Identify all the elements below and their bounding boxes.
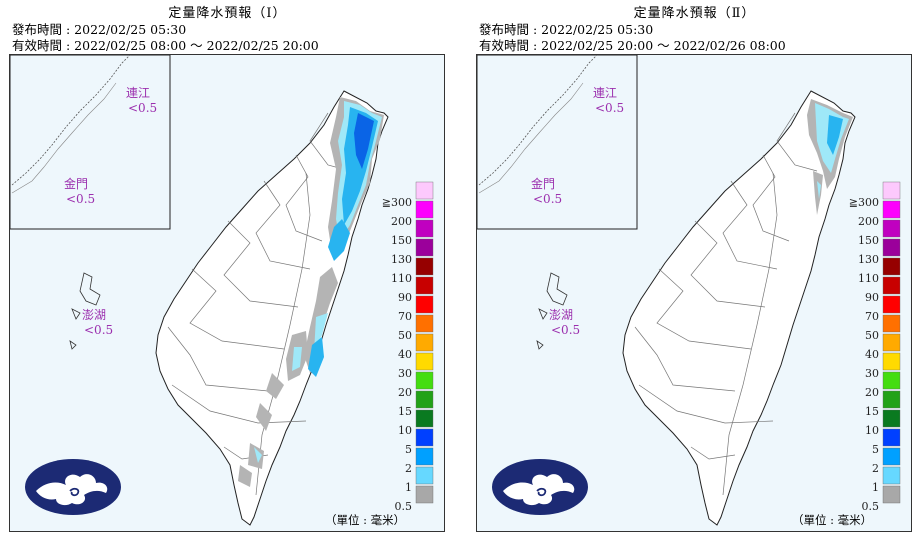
forecast-panel-1: 定量降水預報（Ⅰ） 發布時間 : 2022/02/25 05:30 有效時間 :… — [0, 0, 455, 541]
taiwan-island — [155, 90, 389, 526]
rain-map: 連江 <0.5 金門 <0.5 澎湖 <0.5 — [9, 54, 445, 532]
lienchiang-name: 連江 — [126, 86, 150, 100]
legend-label: 30 — [398, 367, 412, 380]
legend-label: ≧300 — [382, 196, 412, 209]
unit-label: （單位 : 毫米） — [792, 513, 873, 527]
legend-label: 110 — [391, 272, 412, 285]
rain-legend: ≧300 200 150 130 110 90 70 50 40 30 20 1… — [382, 181, 434, 513]
cwb-cloud-logo-icon — [25, 459, 121, 515]
rain-area — [807, 99, 853, 215]
legend-label: 20 — [865, 386, 879, 399]
legend-label: 15 — [398, 405, 412, 418]
lienchiang-name: 連江 — [593, 86, 617, 100]
penghu-name: 澎湖 — [82, 307, 106, 322]
rain-legend: ≧300 200 150 130 110 90 70 50 40 30 20 1… — [849, 181, 901, 513]
legend-label: ≧300 — [849, 196, 879, 209]
lienchiang-value: <0.5 — [128, 101, 157, 115]
legend-label: 70 — [398, 310, 412, 323]
cwb-cloud-logo-icon — [492, 459, 588, 515]
taiwan-map-svg: 連江 <0.5 金門 <0.5 澎湖 <0.5 — [10, 55, 434, 526]
penghu-islands — [69, 272, 101, 350]
lienchiang-value: <0.5 — [595, 101, 624, 115]
legend-label: 130 — [391, 253, 412, 266]
legend-label: 50 — [398, 329, 412, 342]
issue-time: 發布時間 : 2022/02/25 05:30 — [479, 22, 654, 37]
kinmen-name: 金門 — [531, 176, 555, 191]
legend-label: 10 — [398, 424, 412, 437]
legend-label: 0.5 — [395, 500, 413, 513]
legend-label: 150 — [391, 234, 412, 247]
rain-area — [238, 97, 384, 487]
kinmen-value: <0.5 — [533, 192, 562, 206]
legend-label: 30 — [865, 367, 879, 380]
legend-label: 150 — [858, 234, 879, 247]
unit-label: （單位 : 毫米） — [325, 513, 406, 527]
legend-label: 1 — [405, 481, 412, 494]
legend-label: 70 — [865, 310, 879, 323]
inset-box — [477, 55, 638, 230]
legend-label: 20 — [398, 386, 412, 399]
legend-label: 1 — [872, 481, 879, 494]
legend-label: 10 — [865, 424, 879, 437]
valid-time: 有效時間 : 2022/02/25 20:00 ～ 2022/02/26 08:… — [479, 38, 786, 53]
kinmen-name: 金門 — [64, 176, 88, 191]
taiwan-map-svg: 連江 <0.5 金門 <0.5 澎湖 <0.5 — [477, 55, 901, 526]
legend-label: 110 — [858, 272, 879, 285]
kinmen-value: <0.5 — [66, 192, 95, 206]
legend-label: 90 — [398, 291, 412, 304]
inset-box — [10, 55, 171, 230]
legend-label: 5 — [405, 443, 412, 456]
legend-label: 50 — [865, 329, 879, 342]
valid-time: 有效時間 : 2022/02/25 08:00 ～ 2022/02/25 20:… — [12, 38, 319, 53]
legend-label: 130 — [858, 253, 879, 266]
legend-label: 40 — [865, 348, 879, 361]
issue-time: 發布時間 : 2022/02/25 05:30 — [12, 22, 187, 37]
penghu-name: 澎湖 — [549, 307, 573, 322]
legend-label: 0.5 — [862, 500, 880, 513]
rain-map: 連江 <0.5 金門 <0.5 澎湖 <0.5 — [476, 54, 912, 532]
panel-title: 定量降水預報（Ⅰ） — [168, 6, 287, 21]
legend-label: 5 — [872, 443, 879, 456]
panel-title: 定量降水預報（Ⅱ） — [633, 6, 756, 21]
legend-label: 40 — [398, 348, 412, 361]
penghu-value: <0.5 — [84, 323, 113, 337]
legend-label: 200 — [391, 215, 412, 228]
legend-label: 90 — [865, 291, 879, 304]
penghu-value: <0.5 — [551, 323, 580, 337]
legend-label: 200 — [858, 215, 879, 228]
legend-label: 15 — [865, 405, 879, 418]
legend-label: 2 — [405, 462, 412, 475]
forecast-panel-2: 定量降水預報（Ⅱ） 發布時間 : 2022/02/25 05:30 有效時間 :… — [467, 0, 922, 541]
taiwan-island — [622, 90, 856, 526]
penghu-islands — [536, 272, 568, 350]
legend-label: 2 — [872, 462, 879, 475]
